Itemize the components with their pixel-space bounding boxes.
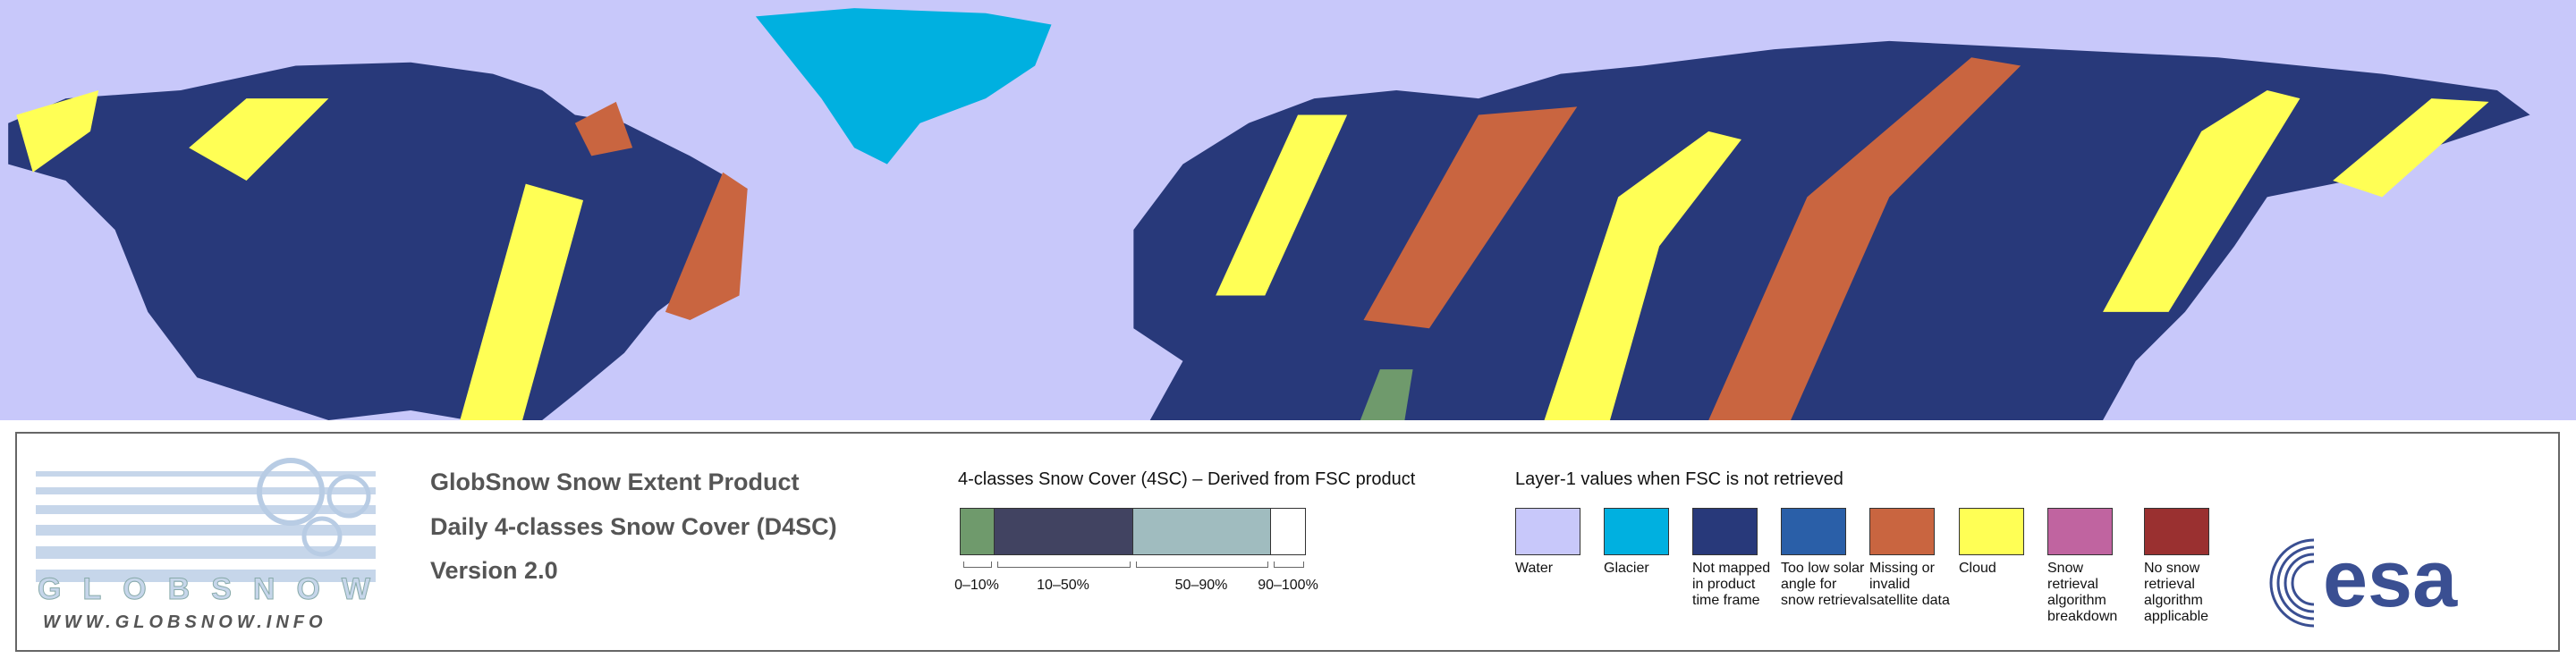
snow-class-label: 50–90% xyxy=(1174,578,1228,593)
agency: esa xyxy=(2323,536,2458,624)
layer1-swatch xyxy=(2047,508,2113,555)
layer1-swatch xyxy=(1604,508,1669,555)
swath xyxy=(665,172,748,321)
layer1-swatch xyxy=(2144,508,2209,555)
snow-cover-title: 4-classes Snow Cover (4SC) – Derived fro… xyxy=(958,469,1416,489)
layer1-label: Water xyxy=(1515,561,1554,576)
snow-class-swatch xyxy=(1132,508,1270,555)
swath xyxy=(1544,131,1741,420)
layer1-swatch xyxy=(1692,508,1758,555)
esa-logo: esa xyxy=(2269,536,2458,630)
swath xyxy=(2333,98,2489,198)
snow-class-label: 10–50% xyxy=(1037,578,1089,593)
layer1-swatch xyxy=(1515,508,1580,555)
layer1-swatch xyxy=(1781,508,1846,555)
layer1-label: No snow retrieval algorithm applicable xyxy=(2144,561,2209,624)
layer1-swatch xyxy=(1959,508,2024,555)
product-title: GlobSnow Snow Extent Product xyxy=(430,469,800,495)
snow-class-label: 0–10% xyxy=(954,578,999,593)
logo-url: WWW.GLOBSNOW.INFO xyxy=(43,612,327,632)
swath xyxy=(1708,57,2021,420)
snow-class-bracket xyxy=(963,561,992,568)
layer1-title: Layer-1 values when FSC is not retrieved xyxy=(1515,469,1843,489)
snow-class-bracket xyxy=(997,561,1131,568)
snow-class-bracket xyxy=(1274,561,1304,568)
legend-panel xyxy=(15,432,2560,652)
layer1-swatch xyxy=(1869,508,1935,555)
snow-class-swatch xyxy=(1270,508,1306,555)
swath xyxy=(1216,114,1348,296)
layer1-label: Cloud xyxy=(1959,561,1996,576)
layer1-label: Snow retrieval algorithm breakdown xyxy=(2047,561,2118,624)
north-america xyxy=(8,62,748,420)
product-subtitle: Daily 4-classes Snow Cover (D4SC) xyxy=(430,513,837,540)
globsnow-logo: GLOBSNOW WWW.GLOBSNOW.INFO xyxy=(36,458,376,632)
swath xyxy=(189,98,329,181)
layer1-label: Not mapped in product time frame xyxy=(1692,561,1771,608)
snow-class-swatch xyxy=(960,508,994,555)
swath xyxy=(1363,106,1578,329)
snow-class-bracket xyxy=(1136,561,1268,568)
layer1-label: Missing or invalid satellite data xyxy=(1869,561,1950,608)
layer1-label: Too low solar angle for snow retrieval xyxy=(1781,561,1869,608)
snow-class-swatch xyxy=(994,508,1132,555)
swath xyxy=(1360,369,1413,420)
layer1-label: Glacier xyxy=(1604,561,1649,576)
swath xyxy=(2103,89,2301,312)
swath xyxy=(574,101,633,156)
swath xyxy=(16,89,99,173)
greenland xyxy=(755,8,1052,165)
swath xyxy=(460,183,584,420)
map xyxy=(0,0,2576,420)
product-version: Version 2.0 xyxy=(430,557,558,584)
snow-class-label: 90–100% xyxy=(1258,578,1318,593)
